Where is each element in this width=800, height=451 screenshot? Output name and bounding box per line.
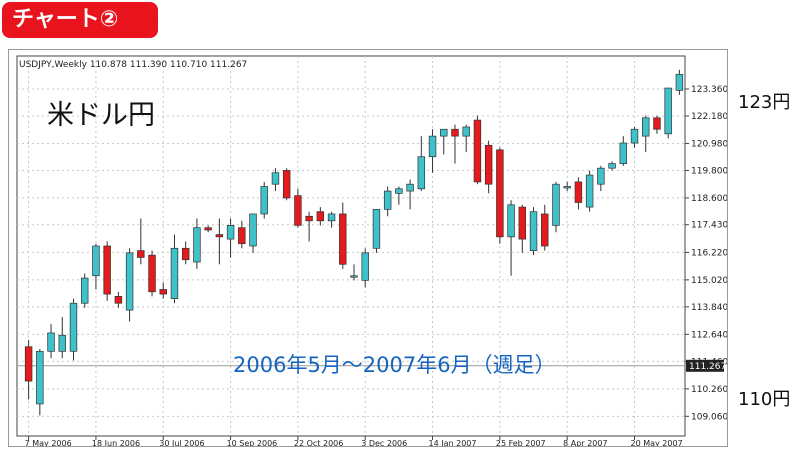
candle-down xyxy=(114,296,123,304)
chart-badge: チャート② xyxy=(2,2,158,38)
high-price-label: 123円 xyxy=(738,92,791,113)
candle-down xyxy=(305,215,313,222)
candle-up xyxy=(675,73,684,91)
y-axis: 123.360 122.180 120.980 119.800 118.600 117.4… xyxy=(685,85,728,422)
candle-up xyxy=(507,204,515,238)
candle-up xyxy=(428,135,437,158)
candle-down xyxy=(159,289,167,295)
candle-up xyxy=(630,128,639,144)
candle-up xyxy=(619,142,628,164)
candle-down xyxy=(574,181,583,203)
candle-up xyxy=(597,167,605,185)
candle-up xyxy=(170,247,179,300)
y-tick-label: 118.600 xyxy=(691,194,727,204)
candle-down xyxy=(541,213,549,247)
candle-down xyxy=(215,234,224,238)
y-tick-label: 112.640 xyxy=(691,330,727,340)
chart-header: USDJPY,Weekly 110.878 111.390 110.710 11… xyxy=(19,60,247,70)
x-tick-label: 7 May 2006 xyxy=(25,439,72,446)
candle-down xyxy=(137,250,145,258)
candle-down xyxy=(181,247,190,261)
candle-up xyxy=(406,183,414,192)
candle-down xyxy=(496,149,504,238)
candle-down xyxy=(238,227,246,245)
y-tick-label: 123.360 xyxy=(691,85,727,95)
candle-up xyxy=(92,245,100,277)
candle-down xyxy=(294,195,302,226)
candle-up xyxy=(249,213,257,247)
candle-up xyxy=(372,209,381,249)
x-tick-label: 14 Jan 2007 xyxy=(429,439,477,446)
chart-frame: 123.360 122.180 120.980 119.800 118.600 117.4… xyxy=(8,49,728,448)
x-tick-label: 3 Dec 2006 xyxy=(361,439,407,446)
candle-down xyxy=(282,170,291,199)
candle-up xyxy=(271,172,280,185)
candle-up xyxy=(395,188,403,194)
candle-up xyxy=(327,213,336,222)
candle-down xyxy=(484,144,493,185)
candle-down xyxy=(473,119,482,183)
x-tick-label: 10 Sep 2006 xyxy=(227,439,278,446)
candle-down xyxy=(24,346,33,382)
y-tick-label: 110.260 xyxy=(691,385,727,395)
candle-up xyxy=(417,156,426,190)
candle-up xyxy=(260,186,268,215)
y-tick-label: 119.800 xyxy=(691,166,727,176)
y-tick-label: 117.430 xyxy=(691,221,727,231)
x-tick-label: 30 Jul 2006 xyxy=(159,439,204,446)
x-axis: 7 May 2006 18 Jun 2006 30 Jul 2006 10 Sep 2… xyxy=(25,436,683,448)
candle-down xyxy=(148,254,156,293)
y-tick-label: 120.980 xyxy=(691,139,727,149)
candle-down xyxy=(103,245,111,295)
x-tick-label: 22 Oct 2006 xyxy=(294,439,343,446)
candle-up xyxy=(193,227,201,263)
candle-up xyxy=(47,332,55,352)
chart-title: 米ドル円 xyxy=(47,100,155,131)
candle-up xyxy=(58,334,66,352)
current-price-tag xyxy=(686,359,724,372)
plot-area xyxy=(16,55,686,437)
candle-down xyxy=(204,227,212,231)
candle-up xyxy=(383,190,392,210)
candle-up xyxy=(462,126,470,137)
candle-up xyxy=(642,117,650,137)
candle-down xyxy=(653,117,661,130)
y-tick-label: 109.060 xyxy=(691,412,727,422)
candle-up xyxy=(440,128,448,137)
candle-up xyxy=(563,186,571,189)
candle-up xyxy=(36,350,44,405)
candle-up xyxy=(361,252,369,281)
candle-down xyxy=(518,206,527,240)
y-tick-label: 113.840 xyxy=(691,303,727,313)
chart-subtitle: 2006年5月～2007年6月（週足） xyxy=(233,353,556,377)
candle-up xyxy=(226,225,235,240)
low-price-label: 110円 xyxy=(738,389,791,410)
y-tick-label: 116.220 xyxy=(691,248,727,258)
candle-up xyxy=(664,87,672,135)
candles xyxy=(24,69,684,416)
candle-down xyxy=(316,211,325,222)
candle-up xyxy=(552,183,560,226)
current-price-label: 111.267 xyxy=(689,362,726,372)
candle-up xyxy=(125,252,134,311)
candle-up xyxy=(69,302,78,352)
candle-up xyxy=(529,211,538,251)
candle-up xyxy=(350,275,358,278)
candle-down xyxy=(339,213,347,265)
candlestick-chart: 123.360 122.180 120.980 119.800 118.600 117.4… xyxy=(16,55,728,448)
x-tick-label: 20 May 2007 xyxy=(631,439,683,446)
candle-up xyxy=(80,277,89,304)
x-tick-label: 25 Feb 2007 xyxy=(496,439,546,446)
candle-up xyxy=(585,174,594,208)
candle-up xyxy=(608,163,616,169)
y-tick-label: 115.020 xyxy=(691,276,727,286)
x-tick-label: 18 Jun 2006 xyxy=(92,439,140,446)
candle-down xyxy=(451,128,459,137)
y-tick-label: 122.180 xyxy=(691,112,727,122)
x-tick-label: 8 Apr 2007 xyxy=(563,439,607,446)
